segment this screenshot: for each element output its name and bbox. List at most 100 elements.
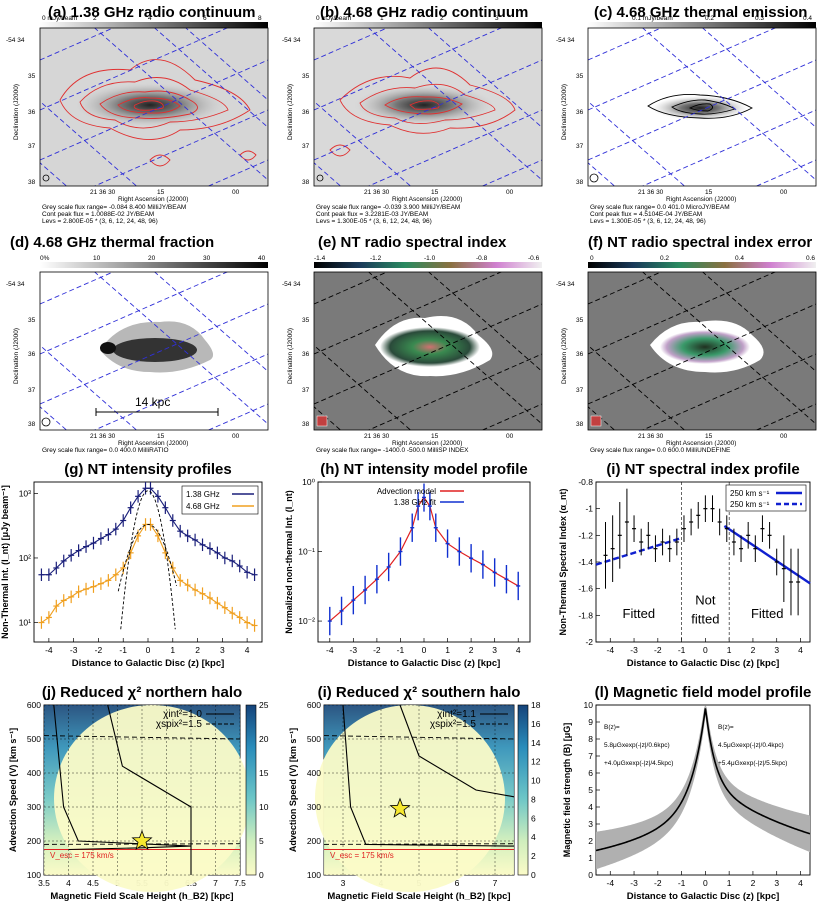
ra-tick: 00 — [232, 189, 240, 196]
y-tick-label: 200 — [307, 836, 321, 846]
dec-tick: -54 34 — [556, 37, 575, 44]
x-tick-label: 2 — [751, 878, 756, 888]
y-tick-label: 400 — [27, 768, 41, 778]
x-tick-label: -3 — [630, 878, 638, 888]
best-fit-star-icon — [131, 829, 153, 851]
info-line: Levs = 1.300E-05 * (3, 6, 12, 24, 48, 96… — [590, 218, 706, 225]
ra-label: Right Ascension (J2000) — [666, 196, 736, 203]
x-tick-label: -1 — [397, 645, 405, 655]
escape-velocity-label: V_esc = 175 km/s — [50, 851, 114, 860]
info-line: Grey scale flux range= 0.0 400.0 MilliRA… — [42, 447, 169, 454]
galaxy-emission — [75, 83, 225, 127]
y-tick-label: -1.4 — [578, 557, 593, 567]
dec-tick: 38 — [28, 421, 36, 428]
colorbar-d-tick: 10 — [93, 255, 101, 262]
uncertainty-band — [596, 705, 810, 870]
ra-tick: 00 — [506, 189, 514, 196]
x-tick-label: 4.5 — [87, 878, 99, 888]
info-line: Grey scale flux range= -0.084 8.400 Mill… — [42, 204, 186, 211]
spectral-index-error-map — [660, 330, 750, 364]
x-tick-label: 4 — [66, 878, 71, 888]
info-line: Cont peak flux = 3.2281E-03 JY/BEAM — [316, 211, 428, 218]
ra-tick: 21 36 30 — [364, 189, 390, 196]
y-axis-label: Advection Speed (V) [km s⁻¹] — [288, 728, 298, 852]
y-tick-label: 10⁻² — [298, 616, 315, 626]
spix-contour — [43, 735, 241, 740]
coordinate-grid — [40, 28, 268, 186]
legend-box — [725, 484, 807, 512]
legend: Advection model 1.38 GHz fit — [377, 487, 464, 507]
beam-icon — [590, 415, 602, 427]
chi2-contour — [342, 704, 515, 847]
y-tick-label: 500 — [27, 734, 41, 744]
colorbar-tick: 0 — [531, 870, 536, 880]
x-tick-label: -2 — [654, 878, 662, 888]
chart-l: (l) Magnetic field model profile -4 -3 -2 -1… — [562, 684, 811, 902]
colorbar-d-tick: 20 — [148, 255, 156, 262]
x-tick-label: 6 — [455, 878, 460, 888]
formula-text: +5.4μGxexp(-|z|/5.5kpc) — [718, 760, 787, 767]
y-tick-label: 8 — [588, 734, 593, 744]
x-tick-label: -4 — [45, 645, 53, 655]
dec-tick: 35 — [28, 73, 36, 80]
dec-tick: 36 — [302, 351, 310, 358]
scale-bar-label: 14 kpc — [135, 395, 170, 409]
region-label: Not — [695, 593, 716, 608]
x-axis-label: Magnetic Field Scale Height (h_B2) [kpc] — [327, 891, 510, 902]
colorbar-tick: 20 — [259, 734, 269, 744]
colorbar-d-unit: 0% — [40, 255, 50, 262]
info-line: Cont peak flux = 4.5104E-04 JY/BEAM — [590, 211, 702, 218]
charts: (g) NT intensity profiles-4 -3 -2 -1 0 1 2 3 4Di… — [0, 461, 811, 902]
formula-text: 4.5μGxexp(-|z|/0.4kpc) — [718, 742, 784, 749]
colorbar-tick: 6 — [531, 813, 536, 823]
x-tick-label: -1 — [678, 645, 686, 655]
chart-title: (i) Reduced χ² southern halo — [318, 684, 521, 701]
chi2-contour — [53, 704, 192, 851]
colorbar-d-tick: 30 — [203, 255, 211, 262]
y-axis-label: Magnetic field strength (B) [μG] — [562, 723, 572, 858]
chart-title: (l) Magnetic field model profile — [595, 684, 812, 701]
colorbar-tick: 0 — [259, 870, 264, 880]
chart-k: (i) Reduced χ² southern halo34567Magneti… — [288, 684, 541, 902]
colorbar-b-tick: 3 — [495, 15, 499, 22]
ra-tick: 21 36 30 — [638, 189, 664, 196]
y-tick-label: -0.8 — [578, 477, 593, 487]
dec-tick: 37 — [302, 143, 310, 150]
legend: 1.38 GHz 4.68 GHz — [181, 485, 259, 515]
legend-label: χspix²=1.5 — [156, 719, 203, 730]
ra-tick: 15 — [157, 433, 165, 440]
panel-f: (f) NT radio spectral index error 0 0.2 … — [587, 234, 817, 431]
panel-a: (a) 1.38 GHz radio continuum 0 mJy/beam … — [39, 4, 269, 187]
x-axis-label: Distance to Galactic Disc (z) [kpc] — [348, 658, 501, 669]
colorbar-b — [314, 22, 542, 28]
y-tick-label: 300 — [307, 802, 321, 812]
ra-label: Right Ascension (J2000) — [666, 440, 736, 447]
region-label: fitted — [691, 611, 719, 626]
panel-f-title: (f) NT radio spectral index error — [588, 234, 812, 251]
colorbar-c-unit: 0.1 mJy/beam — [632, 15, 673, 22]
colorbar-e-tick: -0.6 — [528, 255, 540, 262]
x-tick-label: 3 — [492, 645, 497, 655]
dec-tick: -54 34 — [556, 281, 575, 288]
y-tick-label: 100 — [27, 870, 41, 880]
colorbar-tick: 18 — [531, 700, 541, 710]
x-tick-label: 4 — [245, 645, 250, 655]
y-axis-label: Non-Thermal Int. (I_nt) [μJy beam⁻¹] — [0, 485, 10, 639]
colorbar — [245, 704, 257, 876]
y-tick-label: 600 — [307, 700, 321, 710]
best-fit-star-icon — [389, 797, 411, 818]
y-axis-label: Non-Thermal Spectral Index (α_nt) — [558, 488, 568, 635]
y-tick-label: 400 — [307, 768, 321, 778]
ra-tick: 15 — [431, 433, 439, 440]
info-line: Levs = 2.800E-05 * (3, 6, 12, 24, 48, 96… — [42, 218, 158, 225]
info-line: Cont peak flux = 1.0088E-02 JY/BEAM — [42, 211, 154, 218]
x-tick-label: -4 — [326, 645, 334, 655]
legend-label: χint²=1.0 — [163, 709, 202, 720]
dec-label: Declination (J2000) — [561, 84, 568, 140]
colorbar-b-tick: 1 — [380, 15, 384, 22]
ra-label: Right Ascension (J2000) — [118, 440, 188, 447]
y-tick-label: 10² — [19, 553, 31, 563]
colorbar-tick: 4 — [531, 832, 536, 842]
colorbar-c-tick: 0.2 — [705, 15, 714, 22]
panel-d: (d) 4.68 GHz thermal fraction 0% 10 20 3… — [10, 234, 269, 431]
